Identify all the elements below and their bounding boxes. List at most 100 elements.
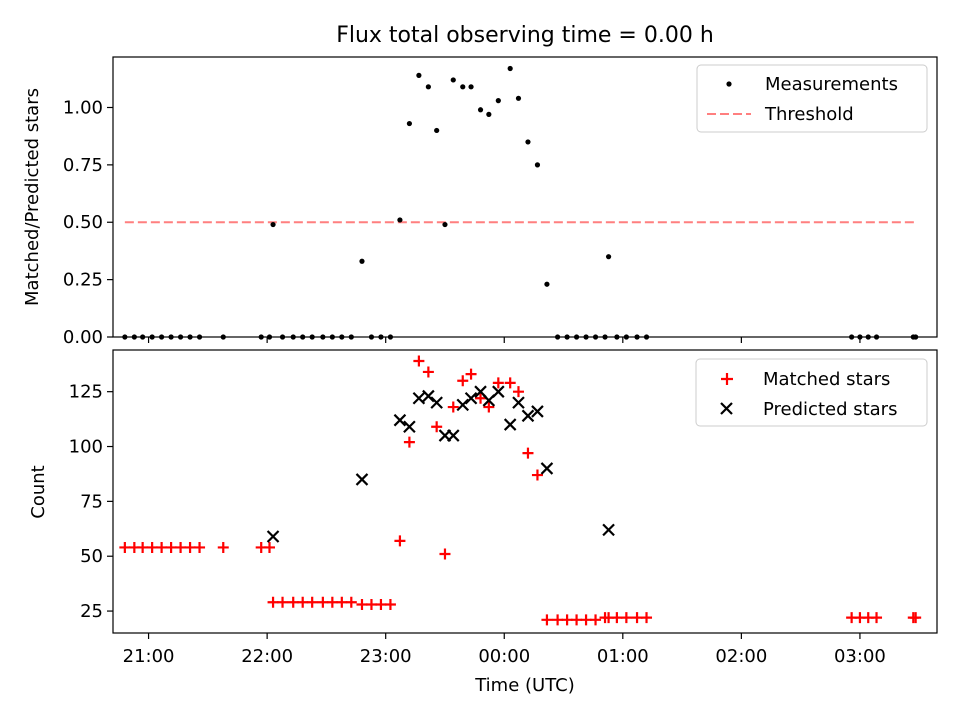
matched-star-marker bbox=[175, 541, 187, 553]
predicted-star-marker bbox=[355, 473, 369, 486]
measurement-point bbox=[525, 139, 531, 145]
measurement-point bbox=[320, 334, 326, 340]
measurement-point bbox=[865, 334, 871, 340]
measurement-point bbox=[544, 281, 550, 287]
legend-matched-marker bbox=[721, 373, 733, 385]
matched-star-marker bbox=[365, 598, 377, 610]
measurement-point bbox=[149, 334, 155, 340]
matched-star-marker bbox=[431, 421, 443, 433]
measurement-point bbox=[300, 334, 306, 340]
bottom-y-tick-label: 25 bbox=[80, 601, 103, 622]
bottom-x-tick-label: 23:00 bbox=[360, 646, 412, 667]
matched-star-marker bbox=[580, 614, 592, 626]
measurement-point bbox=[477, 107, 484, 113]
matched-star-marker bbox=[447, 401, 459, 413]
measurement-point bbox=[378, 334, 384, 340]
top-y-tick-label: 0.75 bbox=[63, 155, 103, 176]
matched-star-marker bbox=[422, 366, 434, 378]
measurement-point bbox=[634, 334, 640, 340]
legend-predicted-label: Predicted stars bbox=[763, 399, 897, 420]
legend-threshold-label: Threshold bbox=[764, 104, 854, 125]
measurement-point bbox=[187, 334, 193, 340]
predicted-star-marker bbox=[412, 391, 426, 405]
matched-star-marker bbox=[394, 535, 406, 547]
matched-star-marker bbox=[641, 612, 653, 624]
measurement-point bbox=[397, 217, 403, 223]
x-axis-label: Time (UTC) bbox=[474, 675, 575, 696]
legend-matched-label: Matched stars bbox=[763, 369, 890, 390]
bottom-legend: Matched stars Predicted stars bbox=[695, 358, 928, 427]
measurement-point bbox=[873, 334, 880, 340]
matched-star-marker bbox=[541, 614, 553, 626]
measurement-point bbox=[425, 84, 431, 90]
bottom-x-tick-label: 22:00 bbox=[241, 646, 293, 667]
matched-star-marker bbox=[457, 375, 469, 387]
top-legend: Measurements Threshold bbox=[696, 64, 928, 133]
bottom-x-ticks: 21:00 22:00 23:00 00:00 01:00 02:00 03:00 bbox=[123, 633, 886, 667]
chart-title: Flux total observing time = 0.00 h bbox=[336, 23, 714, 48]
matched-star-marker bbox=[267, 596, 279, 608]
predicted-star-marker bbox=[403, 420, 416, 434]
measurement-point bbox=[602, 334, 608, 340]
matched-star-marker bbox=[119, 541, 131, 553]
measurement-point bbox=[486, 111, 492, 117]
matched-star-marker bbox=[184, 541, 196, 553]
predicted-star-marker bbox=[492, 385, 505, 398]
matched-star-marker bbox=[492, 377, 504, 389]
legend-predicted-marker bbox=[720, 402, 733, 415]
measurement-point bbox=[406, 120, 413, 127]
measurement-point bbox=[442, 221, 448, 228]
legend-measurements-marker bbox=[726, 81, 732, 87]
predicted-star-marker bbox=[430, 396, 443, 409]
matched-star-marker bbox=[590, 614, 602, 626]
measurement-point bbox=[348, 334, 354, 340]
predicted-star-marker bbox=[446, 429, 460, 442]
matched-star-marker bbox=[306, 596, 318, 608]
measurement-point bbox=[131, 334, 137, 340]
measurement-point bbox=[460, 84, 466, 90]
measurement-point bbox=[196, 334, 203, 340]
matched-star-marker bbox=[871, 612, 883, 624]
top-x-ticks bbox=[147, 337, 861, 343]
legend-measurements-label: Measurements bbox=[765, 74, 898, 95]
measurement-point bbox=[913, 334, 919, 340]
measurement-point bbox=[592, 334, 599, 340]
matched-star-marker bbox=[297, 596, 309, 608]
matched-star-marker bbox=[336, 596, 348, 608]
measurement-point bbox=[515, 95, 522, 101]
predicted-star-marker bbox=[540, 462, 554, 475]
matched-star-marker bbox=[264, 541, 276, 553]
matched-star-marker bbox=[439, 548, 451, 560]
bottom-y-tick-label: 50 bbox=[80, 546, 103, 567]
measurement-point bbox=[534, 162, 541, 168]
matched-star-marker bbox=[146, 541, 158, 553]
matched-star-marker bbox=[504, 377, 516, 389]
bottom-x-tick-label: 01:00 bbox=[597, 646, 649, 667]
matched-star-marker bbox=[137, 541, 149, 553]
matched-star-marker bbox=[345, 596, 357, 608]
top-plot-frame bbox=[112, 56, 938, 338]
bottom-x-tick-label: 02:00 bbox=[715, 646, 767, 667]
measurement-point bbox=[416, 72, 422, 78]
matched-star-marker bbox=[217, 541, 229, 553]
top-y-axis-label: Matched/Predicted stars bbox=[22, 88, 43, 306]
measurement-point bbox=[258, 334, 264, 340]
matched-star-marker bbox=[512, 386, 524, 398]
predicted-star-marker bbox=[531, 405, 544, 418]
measurement-point bbox=[329, 334, 335, 340]
top-y-tick-label: 0.50 bbox=[63, 212, 103, 233]
measurement-point bbox=[573, 334, 580, 340]
measurement-point bbox=[643, 334, 650, 340]
measurement-point bbox=[849, 334, 855, 340]
measurements-series bbox=[122, 65, 919, 340]
bottom-y-tick-label: 75 bbox=[80, 491, 103, 512]
bottom-x-tick-label: 00:00 bbox=[478, 646, 530, 667]
measurement-point bbox=[270, 221, 276, 228]
matched-star-marker bbox=[403, 436, 415, 448]
matched-star-marker bbox=[611, 612, 623, 624]
top-legend-box bbox=[696, 64, 928, 133]
bottom-y-tick-label: 125 bbox=[69, 382, 103, 403]
measurement-point bbox=[140, 334, 146, 340]
top-y-tick-label: 0.25 bbox=[63, 270, 103, 291]
